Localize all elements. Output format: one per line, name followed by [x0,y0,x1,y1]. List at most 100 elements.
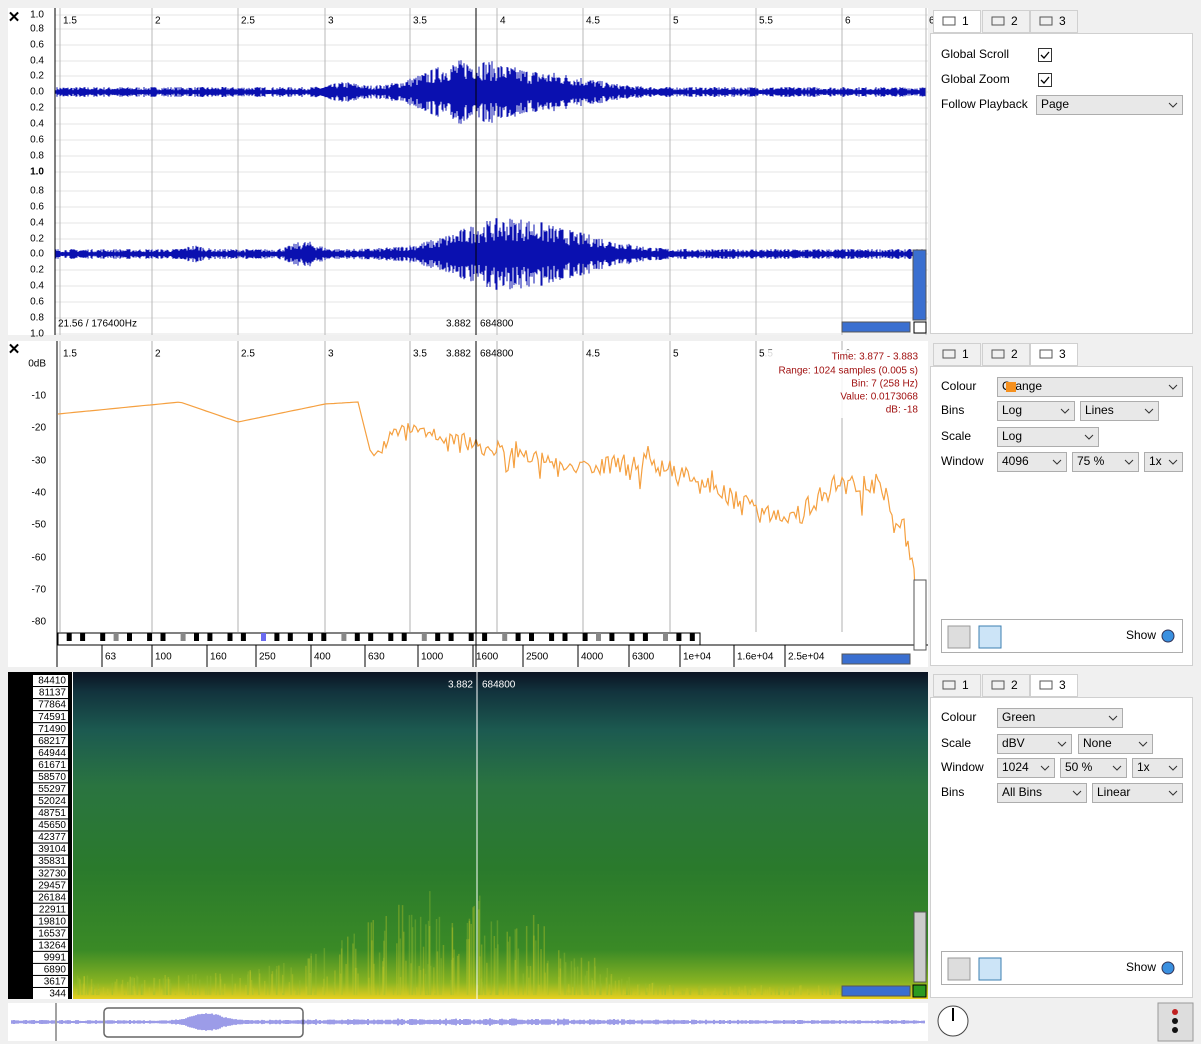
harmonic-streak [385,916,387,995]
label-box [33,903,68,915]
show-toggle[interactable] [1161,629,1175,643]
freq-label: 1000 [421,652,444,663]
harmonic-streak [185,980,187,995]
horizontal-zoom[interactable] [841,985,911,997]
colour-chip [1006,382,1016,392]
dropdown[interactable] [1078,734,1153,754]
y-tick-label: 0.2 [30,71,44,82]
checkbox[interactable] [1038,73,1052,87]
cursor-time: 3.882 [448,680,473,691]
zoom-reset[interactable] [913,321,927,334]
vertical-zoom[interactable] [913,579,927,651]
dropdown[interactable] [997,734,1072,754]
close-icon[interactable]: ✕ [8,341,21,358]
y-tick-label: 0.6 [30,297,44,308]
harmonic-streak [352,943,354,995]
harmonic-streak [209,975,212,995]
harmonic-streak [76,988,78,995]
harmonic-streak [76,975,79,995]
play-button[interactable] [947,957,971,981]
dropdown[interactable] [997,708,1123,728]
freq-label: 42377 [38,832,66,843]
mute-button[interactable] [978,957,1002,981]
harmonic-streak [92,986,94,995]
freq-label: 400 [314,652,331,663]
dropdown[interactable] [997,427,1099,447]
tab[interactable] [982,343,1030,366]
dropdown[interactable] [1144,452,1183,472]
mute-button[interactable] [978,625,1002,649]
harmonic-streak [373,993,375,995]
harmonic-streak [299,980,301,995]
harmonic-streak [429,891,431,995]
tab[interactable] [933,674,981,697]
overview-viewport[interactable] [103,1007,304,1038]
tab[interactable] [982,674,1030,697]
harmonic-streak [547,960,549,995]
dropdown[interactable] [997,758,1055,778]
freq-label: 29457 [38,880,66,891]
vertical-zoom[interactable] [912,249,927,321]
dropdown[interactable] [1092,783,1183,803]
dropdown[interactable] [1132,758,1183,778]
close-icon[interactable]: ✕ [8,9,21,26]
harmonic-streak [158,979,161,995]
field-label: Scale [941,736,971,750]
dropdown[interactable] [1080,401,1159,421]
time-label: 3 [328,349,334,360]
vertical-zoom[interactable] [913,911,927,983]
harmonic-streak [136,975,138,995]
play-button[interactable] [947,625,971,649]
checkbox[interactable] [1038,48,1052,62]
harmonic-streak [339,954,341,995]
dropdown[interactable] [997,452,1067,472]
harmonic-streak [543,926,545,995]
property-panel [930,33,1193,334]
harmonic-streak [840,993,842,995]
harmonic-streak [764,989,767,995]
harmonic-streak [425,994,427,995]
dropdown[interactable] [1060,758,1127,778]
piano-key [435,633,441,641]
tab[interactable] [933,343,981,366]
harmonic-streak [579,990,582,995]
dropdown[interactable] [997,377,1183,397]
harmonic-streak [807,989,809,995]
dropdown[interactable] [997,401,1075,421]
tab-label: 1 [962,14,969,28]
freq-label: 81137 [39,688,67,699]
harmonic-streak [161,989,163,995]
tab[interactable] [1030,674,1078,697]
waveform [55,60,926,124]
harmonic-streak [817,985,820,995]
harmonic-streak [326,976,328,995]
harmonic-streak [790,992,792,995]
show-toggle[interactable] [1161,961,1175,975]
harmonic-streak [148,987,151,995]
harmonic-streak [245,984,247,995]
harmonic-streak [215,977,217,995]
harmonic-streak [783,985,785,995]
harmonic-streak [355,968,358,995]
tab[interactable] [982,10,1030,33]
harmonic-streak [414,919,417,995]
label-box [33,735,68,747]
horizontal-zoom[interactable] [841,321,911,333]
harmonic-streak [411,927,414,995]
tab[interactable] [933,10,981,33]
harmonic-streak [600,983,602,995]
tab-icon [991,349,1005,359]
harmonic-streak [129,976,131,995]
dropdown-arrow [1168,459,1178,465]
tab[interactable] [1030,343,1078,366]
horizontal-zoom[interactable] [841,653,911,665]
dropdown[interactable] [997,783,1087,803]
freq-label: 61671 [38,760,66,771]
tab[interactable] [1030,10,1078,33]
dropdown[interactable] [1036,95,1183,115]
harmonic-streak [819,993,822,995]
dropdown[interactable] [1072,452,1139,472]
harmonic-streak [305,965,307,995]
freq-label: 1e+04 [683,652,712,663]
piano-key [127,633,132,641]
